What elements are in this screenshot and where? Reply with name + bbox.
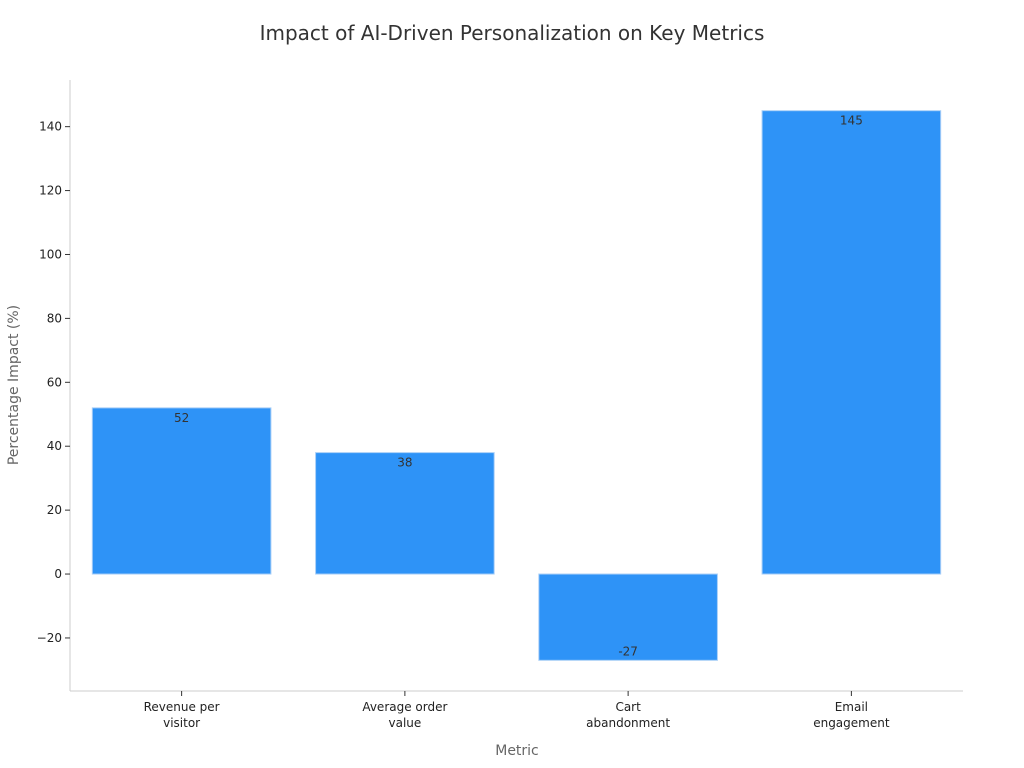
- chart-title: Impact of AI-Driven Personalization on K…: [260, 21, 765, 45]
- y-tick-label: 60: [47, 375, 62, 389]
- bar-value-label: 38: [397, 456, 412, 470]
- bar: [91, 407, 272, 575]
- x-tick-label-line: Average order: [362, 700, 447, 714]
- x-tick-label-line: visitor: [163, 716, 200, 730]
- bar: [761, 110, 942, 575]
- y-tick-label: 20: [47, 503, 62, 517]
- x-tick-label-line: Revenue per: [144, 700, 220, 714]
- y-tick-label: 0: [54, 567, 62, 581]
- bar-value-label: 52: [174, 411, 189, 425]
- x-tick-label-line: abandonment: [586, 716, 670, 730]
- y-tick-label: 100: [39, 247, 62, 261]
- y-tick-label: 140: [39, 120, 62, 134]
- y-tick-label: −20: [37, 631, 62, 645]
- x-tick-label-line: Email: [835, 700, 868, 714]
- x-tick-label: Cart abandonment: [586, 700, 670, 730]
- bar-value-label: -27: [618, 644, 638, 658]
- y-tick-label: 120: [39, 184, 62, 198]
- bar: [538, 573, 718, 661]
- bar-value-label: 145: [840, 114, 863, 128]
- x-tick-label-line: value: [388, 716, 421, 730]
- plot-area: −20 0 20 40 60 80 100 120 140 52 Revenue per visito…: [37, 80, 963, 730]
- x-tick-label-line: engagement: [813, 716, 890, 730]
- x-tick-label: Revenue per visitor: [144, 700, 220, 730]
- y-tick-label: 80: [47, 311, 62, 325]
- y-tick-label: 40: [47, 439, 62, 453]
- x-tick-label-line: Cart: [615, 700, 641, 714]
- x-tick-label: Average order value: [362, 700, 447, 730]
- x-axis-label: Metric: [495, 743, 539, 759]
- x-tick-label: Email engagement: [813, 700, 890, 730]
- bar: [315, 452, 495, 575]
- y-axis-label: Percentage Impact (%): [6, 305, 22, 465]
